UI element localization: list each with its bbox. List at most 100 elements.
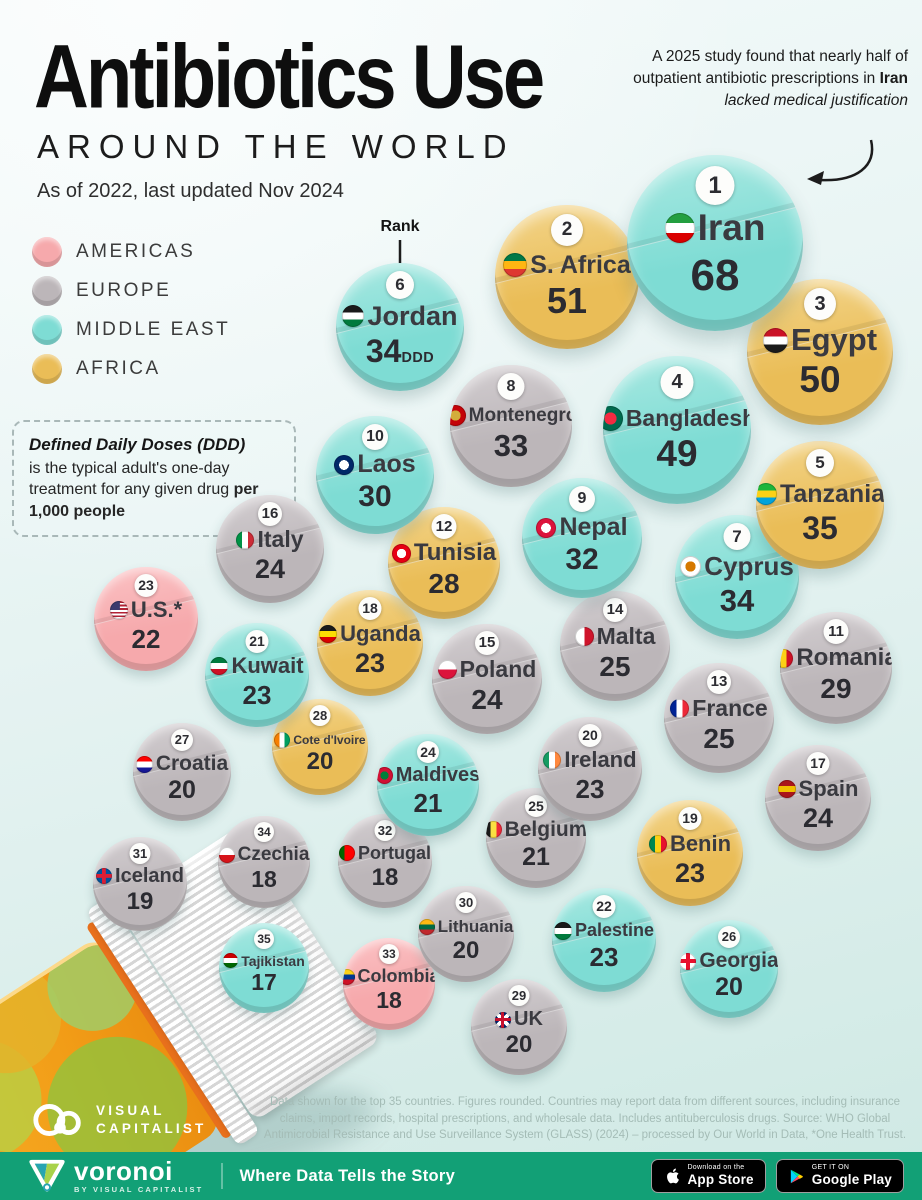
country-value: 17: [251, 968, 277, 995]
rank-badge: 2: [551, 214, 583, 246]
pill-portugal: 32 Portugal 18: [338, 814, 432, 908]
pill-montenegro: 8 Montenegro 33: [450, 365, 572, 487]
voronoi-sub: BY VISUAL CAPITALIST: [74, 1185, 204, 1195]
country-name: UK: [514, 1008, 543, 1031]
annotation-arrow-icon: [807, 139, 874, 185]
rank-badge: 18: [358, 597, 382, 620]
pill-georgia: 26 Georgia 20: [680, 920, 778, 1018]
country-value: 22: [131, 623, 161, 654]
country-value: 25: [599, 650, 631, 682]
pill-colombia: 33 Colombia 18: [343, 938, 435, 1030]
pill-france: 13 France 25: [664, 663, 774, 773]
rank-badge: 20: [578, 724, 602, 747]
legend-item-americas: AMERICAS: [32, 232, 230, 271]
cote-d-ivoire-flag-icon: [274, 731, 291, 748]
rank-badge: 14: [603, 598, 627, 622]
spain-flag-icon: [777, 779, 796, 798]
pill-ireland: 20 Ireland 23: [538, 717, 642, 821]
country-name: Lithuania: [437, 916, 514, 936]
legend-item-europe: EUROPE: [32, 271, 230, 310]
legend-label: EUROPE: [76, 279, 172, 301]
pill-palestine: 22 Palestine 23: [552, 888, 656, 992]
montenegro-flag-icon: [450, 405, 466, 427]
country-name: Georgia: [699, 949, 778, 972]
rank-badge: 30: [455, 892, 477, 913]
lithuania-flag-icon: [418, 918, 435, 935]
rank-badge: 15: [475, 631, 499, 655]
rank-badge: 22: [592, 895, 616, 918]
rank-badge: 4: [660, 366, 694, 399]
malta-flag-icon: [574, 626, 594, 646]
rank-badge: 25: [525, 795, 547, 817]
legend: AMERICAS EUROPE MIDDLE EAST AFRICA: [32, 232, 230, 388]
country-value: 20: [452, 936, 480, 964]
country-value: 32: [565, 543, 599, 577]
country-name: Portugal: [357, 842, 431, 863]
voronoi-wordmark: voronoi: [74, 1156, 173, 1187]
rank-badge: 8: [497, 373, 525, 400]
country-value: 18: [371, 863, 399, 891]
dateline: As of 2022, last updated Nov 2024: [37, 180, 344, 202]
s-africa-flag-icon: [503, 253, 528, 278]
tunisia-flag-icon: [391, 543, 411, 563]
country-name: Cote d'Ivoire: [293, 732, 366, 747]
country-name: Poland: [459, 655, 537, 682]
pill-benin: 19 Benin 23: [637, 800, 743, 906]
country-name: Colombia: [357, 966, 436, 987]
country-name: Italy: [257, 526, 304, 553]
country-value: 20: [168, 776, 196, 804]
poland-flag-icon: [437, 659, 457, 679]
tajikistan-flag-icon: [223, 953, 239, 969]
maldives-flag-icon: [377, 767, 393, 785]
country-value: 28: [428, 568, 460, 600]
georgia-flag-icon: [680, 952, 697, 970]
americas-color-chip: [32, 236, 62, 267]
country-value: 23: [589, 942, 619, 973]
footer-bar: voronoi BY VISUAL CAPITALIST Where Data …: [0, 1152, 922, 1200]
country-value: 34: [719, 583, 755, 619]
rank-badge: 5: [806, 449, 834, 477]
pill-tunisia: 12 Tunisia 28: [388, 507, 500, 619]
country-name: Iceland: [115, 864, 184, 887]
google-play-badge[interactable]: GET IT ON Google Play: [775, 1159, 904, 1193]
country-name: Egypt: [790, 322, 878, 358]
voronoi-logo-icon: [29, 1159, 65, 1192]
footer-divider: [221, 1163, 224, 1189]
country-value: 24: [471, 683, 503, 715]
country-name: France: [692, 694, 768, 721]
country-name: Iran: [697, 207, 766, 249]
apple-icon: [667, 1168, 680, 1184]
country-name: Ireland: [564, 746, 637, 772]
page-subtitle: AROUND THE WORLD: [37, 128, 515, 165]
rank-label: Rank: [380, 218, 420, 235]
country-value: 34 DDD: [365, 332, 435, 369]
romania-flag-icon: [780, 648, 794, 668]
rank-badge: 12: [431, 514, 457, 539]
europe-color-chip: [32, 275, 62, 306]
country-name: Maldives: [395, 764, 479, 787]
visual-capitalist-logo: VISUAL CAPITALIST: [30, 1100, 207, 1140]
country-value: 21: [522, 842, 550, 871]
legend-label: MIDDLE EAST: [76, 318, 231, 340]
pill-lithuania: 30 Lithuania 20: [418, 886, 514, 982]
egypt-flag-icon: [762, 327, 788, 353]
country-name: Malta: [596, 622, 656, 649]
country-value: 68: [690, 251, 740, 301]
cyprus-flag-icon: [680, 556, 702, 578]
country-value: 20: [715, 973, 743, 1001]
uganda-flag-icon: [319, 624, 338, 643]
rank-badge: 21: [245, 630, 269, 653]
tagline: Where Data Tells the Story: [239, 1166, 456, 1185]
rank-badge: 10: [362, 424, 388, 450]
africa-color-chip: [32, 353, 62, 384]
app-store-badge[interactable]: Download on the App Store: [651, 1159, 766, 1193]
country-name: Jordan: [367, 300, 458, 331]
country-name: Nepal: [559, 513, 628, 542]
iran-flag-icon: [664, 213, 695, 244]
pill-romania: 11 Romania 29: [780, 612, 892, 724]
ddd-note-body: is the typical adult's one-day treatment…: [29, 460, 259, 520]
rank-badge: 1: [695, 166, 735, 205]
page-title: Antibiotics Use: [34, 27, 545, 128]
country-value: 23: [354, 647, 386, 678]
laos-flag-icon: [334, 454, 355, 475]
